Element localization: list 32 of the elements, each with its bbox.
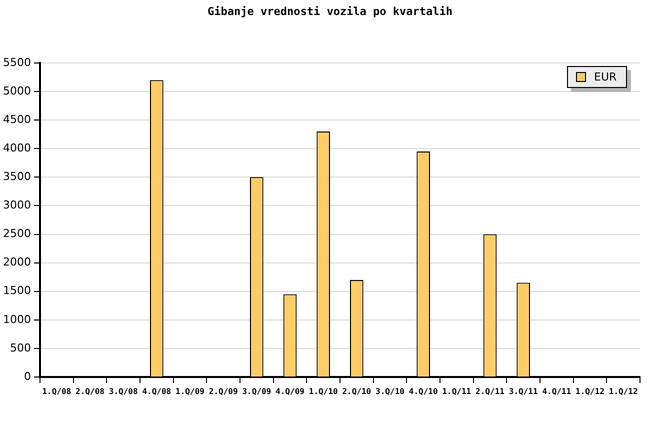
y-tick-label: 5000	[3, 84, 31, 98]
x-tick-label: 1.Q/11	[442, 386, 472, 396]
y-tick-label: 1000	[3, 312, 31, 326]
y-tick-label: 2500	[3, 227, 31, 240]
y-tick-label: 3500	[3, 170, 31, 184]
y-tick-label: 2000	[3, 256, 31, 269]
x-tick-label: 3.Q/09	[242, 386, 272, 396]
x-tick-label: 2.Q/11	[476, 386, 505, 396]
x-tick-label: 1.Q/12	[576, 386, 605, 396]
x-tick-label: 3.Q/08	[108, 386, 138, 396]
y-tick-label: 4500	[3, 112, 31, 126]
x-tick-label: 4.Q/08	[142, 386, 172, 396]
x-tick-label: 4.Q/11	[542, 386, 572, 396]
legend-label: EUR	[594, 70, 617, 84]
y-tick-label: 1500	[3, 284, 31, 298]
y-tick-label: 3000	[3, 198, 31, 212]
x-tick-label: 2.Q/10	[342, 386, 372, 396]
x-tick-label: 4.Q/10	[408, 386, 438, 396]
x-tick-label: 2.Q/08	[76, 386, 105, 396]
chart-title: Gibanje vrednosti vozila po kvartalih	[207, 4, 453, 18]
x-tick-label: 1.Q/08	[42, 386, 72, 396]
x-tick-label: 1.Q/10	[308, 386, 338, 396]
y-tick-label: 5500	[3, 56, 31, 69]
x-tick-label: 2.Q/09	[208, 386, 238, 396]
x-tick-label: 4.Q/09	[276, 386, 305, 396]
y-tick-label: 0	[24, 370, 31, 383]
x-tick-label: 3.Q/11	[508, 386, 538, 396]
y-tick-label: 500	[10, 341, 31, 354]
x-tick-label: 1.Q/09	[176, 386, 205, 396]
x-tick-label: 1.Q/12	[608, 386, 638, 396]
x-tick-label: 3.Q/10	[376, 386, 405, 396]
y-tick-label: 4000	[3, 141, 31, 154]
